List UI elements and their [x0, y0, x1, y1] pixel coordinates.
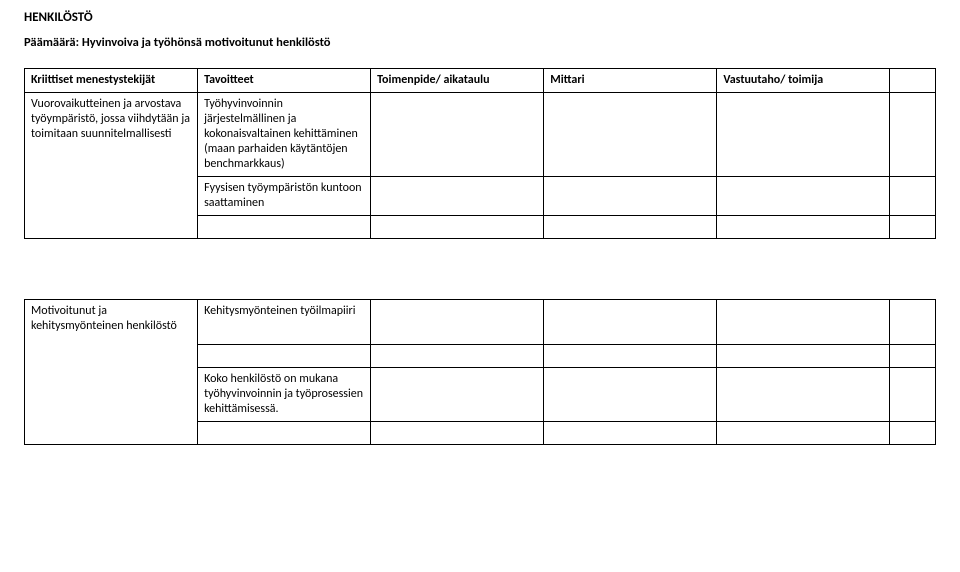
cell-empty — [717, 422, 890, 445]
header-col1: Kriittiset menestystekijät — [25, 69, 198, 93]
cell-empty — [544, 300, 717, 345]
table-1: Kriittiset menestystekijät Tavoitteet To… — [24, 68, 936, 239]
cell-goal: Koko henkilöstö on mukana työhyvinvoinni… — [198, 368, 371, 422]
table-gap — [24, 239, 936, 299]
cell-goal: Fyysisen työympäristön kuntoon saattamin… — [198, 177, 371, 216]
cell-factor: Vuorovaikutteinen ja arvostava työympäri… — [25, 93, 198, 239]
cell-empty — [371, 345, 544, 368]
cell-empty — [544, 345, 717, 368]
table-2: Motivoitunut ja kehitysmyönteinen henkil… — [24, 299, 936, 445]
cell-empty — [717, 345, 890, 368]
cell-empty — [717, 368, 890, 422]
cell-empty — [544, 368, 717, 422]
table-row: Motivoitunut ja kehitysmyönteinen henkil… — [25, 300, 936, 345]
cell-empty — [890, 345, 936, 368]
cell-empty — [371, 368, 544, 422]
cell-empty — [544, 422, 717, 445]
cell-empty — [890, 422, 936, 445]
cell-empty — [890, 300, 936, 345]
cell-empty — [890, 368, 936, 422]
cell-empty — [717, 216, 890, 239]
cell-factor: Motivoitunut ja kehitysmyönteinen henkil… — [25, 300, 198, 445]
cell-empty — [544, 177, 717, 216]
table-header-row: Kriittiset menestystekijät Tavoitteet To… — [25, 69, 936, 93]
cell-empty — [371, 422, 544, 445]
cell-empty — [717, 177, 890, 216]
cell-goal: Kehitysmyönteinen työilmapiiri — [198, 300, 371, 345]
cell-empty — [717, 93, 890, 177]
cell-empty — [198, 345, 371, 368]
cell-goal: Työhyvinvoinnin järjestelmällinen ja kok… — [198, 93, 371, 177]
cell-empty — [544, 93, 717, 177]
page-title: HENKILÖSTÖ — [24, 10, 936, 25]
header-col3: Toimenpide/ aikataulu — [371, 69, 544, 93]
header-col2: Tavoitteet — [198, 69, 371, 93]
cell-empty — [371, 177, 544, 216]
cell-empty — [890, 177, 936, 216]
cell-empty — [371, 300, 544, 345]
header-col4: Mittari — [544, 69, 717, 93]
cell-empty — [717, 300, 890, 345]
cell-empty — [890, 93, 936, 177]
cell-empty — [890, 216, 936, 239]
table-row: Vuorovaikutteinen ja arvostava työympäri… — [25, 93, 936, 177]
document-page: HENKILÖSTÖ Päämäärä: Hyvinvoiva ja työhö… — [0, 0, 960, 465]
cell-empty — [371, 93, 544, 177]
header-col6 — [890, 69, 936, 93]
page-subtitle: Päämäärä: Hyvinvoiva ja työhönsä motivoi… — [24, 35, 936, 50]
cell-empty — [198, 422, 371, 445]
cell-empty — [371, 216, 544, 239]
cell-empty — [198, 216, 371, 239]
header-col5: Vastuutaho/ toimija — [717, 69, 890, 93]
cell-empty — [544, 216, 717, 239]
